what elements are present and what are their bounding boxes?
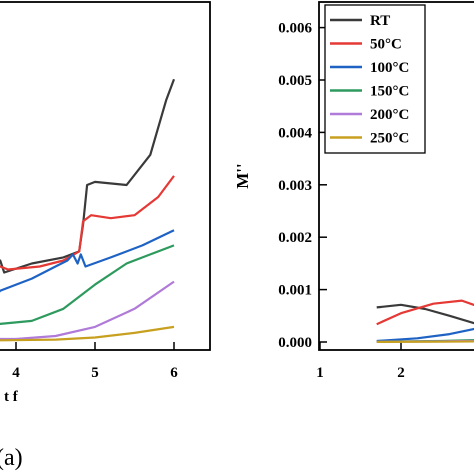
legend-label-rt: RT [370,13,390,29]
panel-label: (a) [0,445,23,471]
right-y-axis-label: M'' [233,163,252,189]
left-series-group [0,78,176,342]
left-x-tick-label: 5 [91,365,99,381]
left-x-axis-label-fragment: t f [4,389,19,405]
left-series-200c [0,280,175,341]
right-x-tick-label: 2 [397,365,405,381]
legend-box [324,4,426,154]
right-y-tick-label: 0.002 [278,230,312,246]
right-series-250c [376,340,474,343]
right-y-tick-label: 0.006 [278,21,312,37]
left-series-100c [0,229,175,293]
legend-label-250c: 250°C [370,131,409,147]
right-series-group [376,299,474,343]
legend-label-50c: 50°C [370,37,402,53]
left-series-250c [0,325,175,342]
left-series-50c [0,175,175,271]
left-x-tick-label: 4 [12,365,20,381]
left-x-tick-label: 6 [170,365,178,381]
legend-label-200c: 200°C [370,107,409,123]
right-y-tick-label: 0.000 [278,335,312,351]
right-y-ticks: 0.000 0.001 0.002 0.003 0.004 0.005 0.006 [278,21,327,351]
right-y-tick-label: 0.005 [278,73,312,89]
legend-label-100c: 100°C [370,60,409,76]
right-y-tick-label: 0.004 [278,125,312,141]
legend-label-150c: 150°C [370,84,409,100]
left-series-150c [0,244,175,326]
right-series-50c [376,299,474,326]
right-x-tick-label: 1 [316,365,324,381]
left-chart: 4 5 6 t f (a) [0,1,211,471]
right-y-tick-label: 0.003 [278,178,312,194]
right-plot-frame [318,1,474,351]
right-series-100c [376,327,474,343]
right-series-rt [376,303,474,325]
left-x-ticks: 4 5 6 [12,342,178,381]
right-y-tick-label: 0.001 [278,283,312,299]
left-plot-frame [0,1,211,351]
legend: RT 50°C 100°C 150°C 200°C 250°C [324,4,426,154]
